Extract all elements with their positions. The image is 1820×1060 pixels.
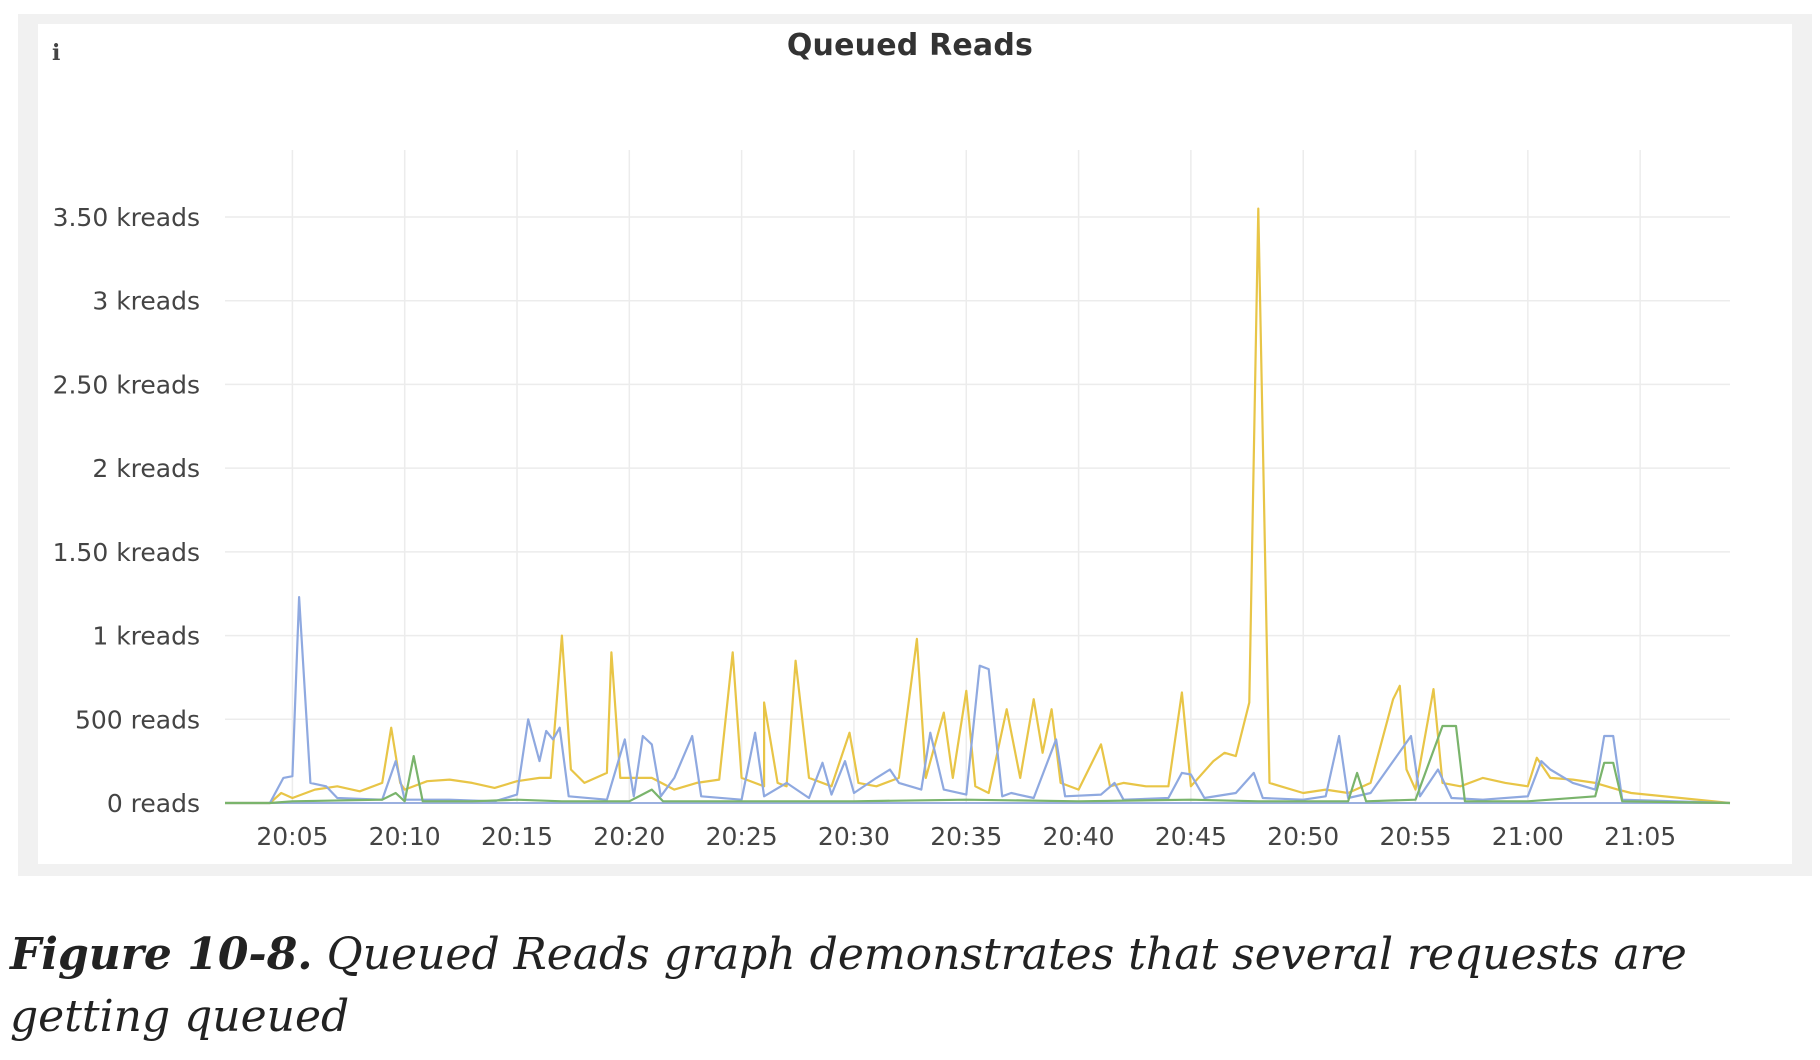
figure-caption-text: Queued Reads graph demonstrates that sev…: [10, 929, 1687, 1042]
x-axis-ticks: 20:05 20:10 20:15 20:20 20:25 20:30 20:35 20:40…: [256, 822, 1676, 851]
x-tick-label: 20:10: [369, 822, 441, 851]
figure-caption: Figure 10-8. Queued Reads graph demonstr…: [10, 924, 1800, 1048]
graph-panel: i: [38, 24, 1792, 864]
series-line-3: [225, 724, 1731, 805]
x-tick-label: 21:05: [1604, 822, 1676, 851]
y-tick-label: 2 kreads: [92, 454, 200, 483]
chart-series: [225, 207, 1731, 805]
y-tick-label: 1 kreads: [92, 622, 200, 651]
y-tick-label: 500 reads: [75, 705, 200, 734]
x-tick-label: 20:55: [1379, 822, 1451, 851]
chart-title: Queued Reads: [786, 28, 1034, 63]
x-tick-label: 20:15: [481, 822, 553, 851]
x-tick-label: 21:00: [1492, 822, 1564, 851]
figure-caption-label: Figure 10-8.: [10, 929, 313, 980]
x-tick-label: 20:20: [593, 822, 665, 851]
x-tick-label: 20:40: [1043, 822, 1115, 851]
x-tick-label: 20:25: [706, 822, 778, 851]
info-icon[interactable]: i: [52, 40, 61, 66]
y-tick-label: 3.50 kreads: [53, 203, 200, 232]
y-axis-ticks: 0 reads 500 reads 1 kreads 1.50 kreads 2 kre…: [53, 203, 200, 818]
graph-panel-frame: i: [18, 14, 1812, 876]
y-tick-label: 1.50 kreads: [53, 538, 200, 567]
series-line-1: [225, 207, 1731, 805]
chart-grid: [225, 150, 1730, 804]
queued-reads-chart: 0 reads 500 reads 1 kreads 1.50 kreads 2 kre…: [53, 150, 1731, 851]
x-tick-label: 20:50: [1267, 822, 1339, 851]
y-tick-label: 3 kreads: [92, 287, 200, 316]
x-tick-label: 20:30: [818, 822, 890, 851]
y-tick-label: 2.50 kreads: [53, 370, 200, 399]
series-line-2: [225, 595, 1731, 805]
x-tick-label: 20:35: [930, 822, 1002, 851]
x-tick-label: 20:05: [256, 822, 328, 851]
x-tick-label: 20:45: [1155, 822, 1227, 851]
y-tick-label: 0 reads: [107, 789, 200, 818]
